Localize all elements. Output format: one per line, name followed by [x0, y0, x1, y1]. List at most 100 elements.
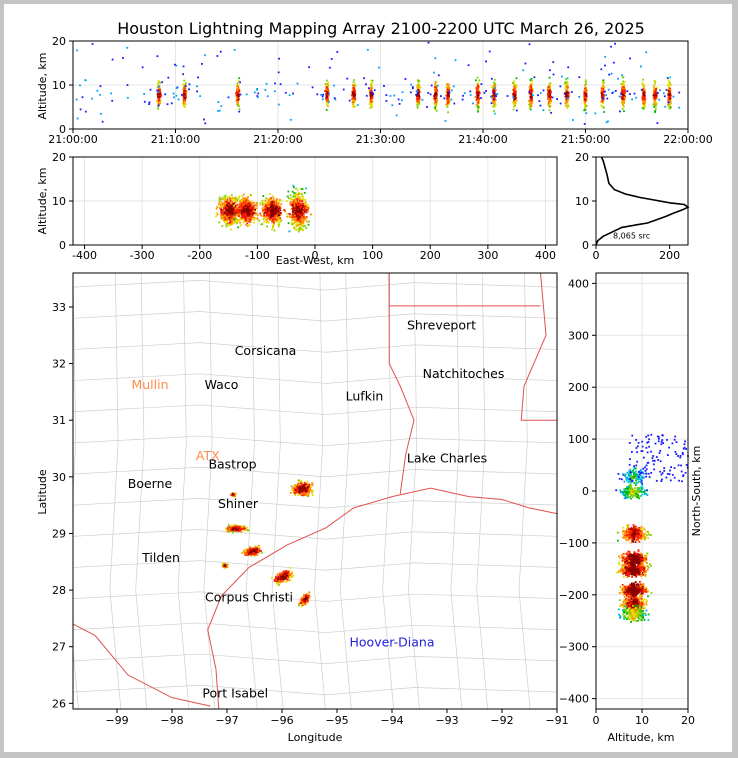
source-point [297, 485, 300, 487]
source-point [280, 203, 283, 205]
source-point [234, 210, 237, 212]
source-point [96, 89, 99, 92]
source-point [325, 97, 328, 100]
source-point [283, 574, 286, 576]
source-point [269, 203, 271, 206]
source-point [427, 92, 430, 94]
source-point [417, 89, 420, 91]
source-point [584, 98, 587, 101]
source-point [100, 112, 102, 115]
source-point [657, 92, 659, 94]
source-point [607, 88, 610, 91]
source-point [327, 99, 330, 102]
source-point [448, 101, 451, 103]
source-point [250, 206, 253, 209]
source-point [267, 202, 270, 205]
county-line [73, 498, 557, 509]
source-point [667, 79, 670, 82]
source-point [513, 103, 515, 105]
source-point [229, 204, 231, 206]
source-point [223, 198, 226, 201]
source-point [294, 192, 297, 195]
source-point [641, 98, 644, 101]
source-point [215, 207, 218, 210]
source-point [566, 83, 568, 86]
source-point [246, 222, 249, 225]
source-point [235, 214, 238, 217]
source-point [299, 223, 302, 225]
source-point [261, 200, 263, 203]
source-point [334, 98, 337, 101]
source-point [299, 488, 302, 491]
source-point [302, 209, 305, 212]
source-point [514, 93, 517, 96]
source-point [477, 106, 480, 109]
source-point [259, 203, 262, 206]
source-point [320, 93, 322, 96]
source-point [559, 102, 562, 105]
source-point [664, 105, 667, 108]
source-point [268, 198, 271, 201]
source-point [531, 88, 534, 91]
source-point [565, 93, 568, 95]
source-point [261, 210, 264, 213]
source-point [287, 190, 290, 193]
source-point [621, 101, 624, 104]
source-point [495, 95, 497, 98]
source-point [352, 91, 355, 94]
source-point [566, 95, 569, 98]
source-point [369, 92, 372, 95]
source-point [448, 83, 450, 86]
source-point [641, 93, 644, 96]
source-point [271, 228, 273, 231]
source-point [294, 195, 297, 198]
source-point [435, 90, 438, 92]
source-point [289, 194, 292, 197]
source-point [275, 199, 278, 202]
source-point [494, 99, 497, 102]
source-point [617, 77, 619, 80]
source-point [298, 227, 301, 230]
source-point [298, 211, 300, 213]
source-point [228, 207, 230, 209]
source-point [261, 204, 264, 206]
source-point [278, 214, 281, 216]
source-point [436, 89, 438, 91]
source-point [605, 94, 607, 96]
source-point [603, 111, 605, 113]
source-point [446, 88, 449, 91]
source-point [513, 96, 516, 99]
source-point [238, 98, 241, 101]
source-point [277, 200, 279, 202]
source-point [271, 195, 274, 198]
source-point [435, 109, 438, 112]
source-point [308, 483, 311, 486]
source-point [257, 92, 260, 95]
county-line [314, 273, 326, 709]
source-point [298, 205, 301, 208]
source-point [450, 89, 453, 92]
source-point [583, 90, 586, 93]
source-point [371, 79, 374, 82]
source-point [565, 105, 568, 108]
source-point [254, 545, 257, 548]
source-point [277, 584, 280, 586]
source-point [273, 206, 276, 209]
source-point [237, 197, 240, 200]
source-point [461, 98, 464, 101]
source-point [298, 210, 301, 212]
source-point [529, 94, 532, 96]
source-point [265, 207, 267, 210]
source-point [542, 89, 545, 92]
source-point [226, 209, 229, 212]
source-point [642, 87, 645, 89]
source-point [182, 101, 185, 104]
source-point [297, 192, 300, 194]
source-point [585, 94, 587, 96]
source-point [434, 90, 437, 93]
source-point [256, 547, 258, 550]
source-point [277, 214, 280, 217]
source-point [635, 96, 637, 99]
source-point [566, 99, 569, 101]
source-point [369, 103, 372, 105]
